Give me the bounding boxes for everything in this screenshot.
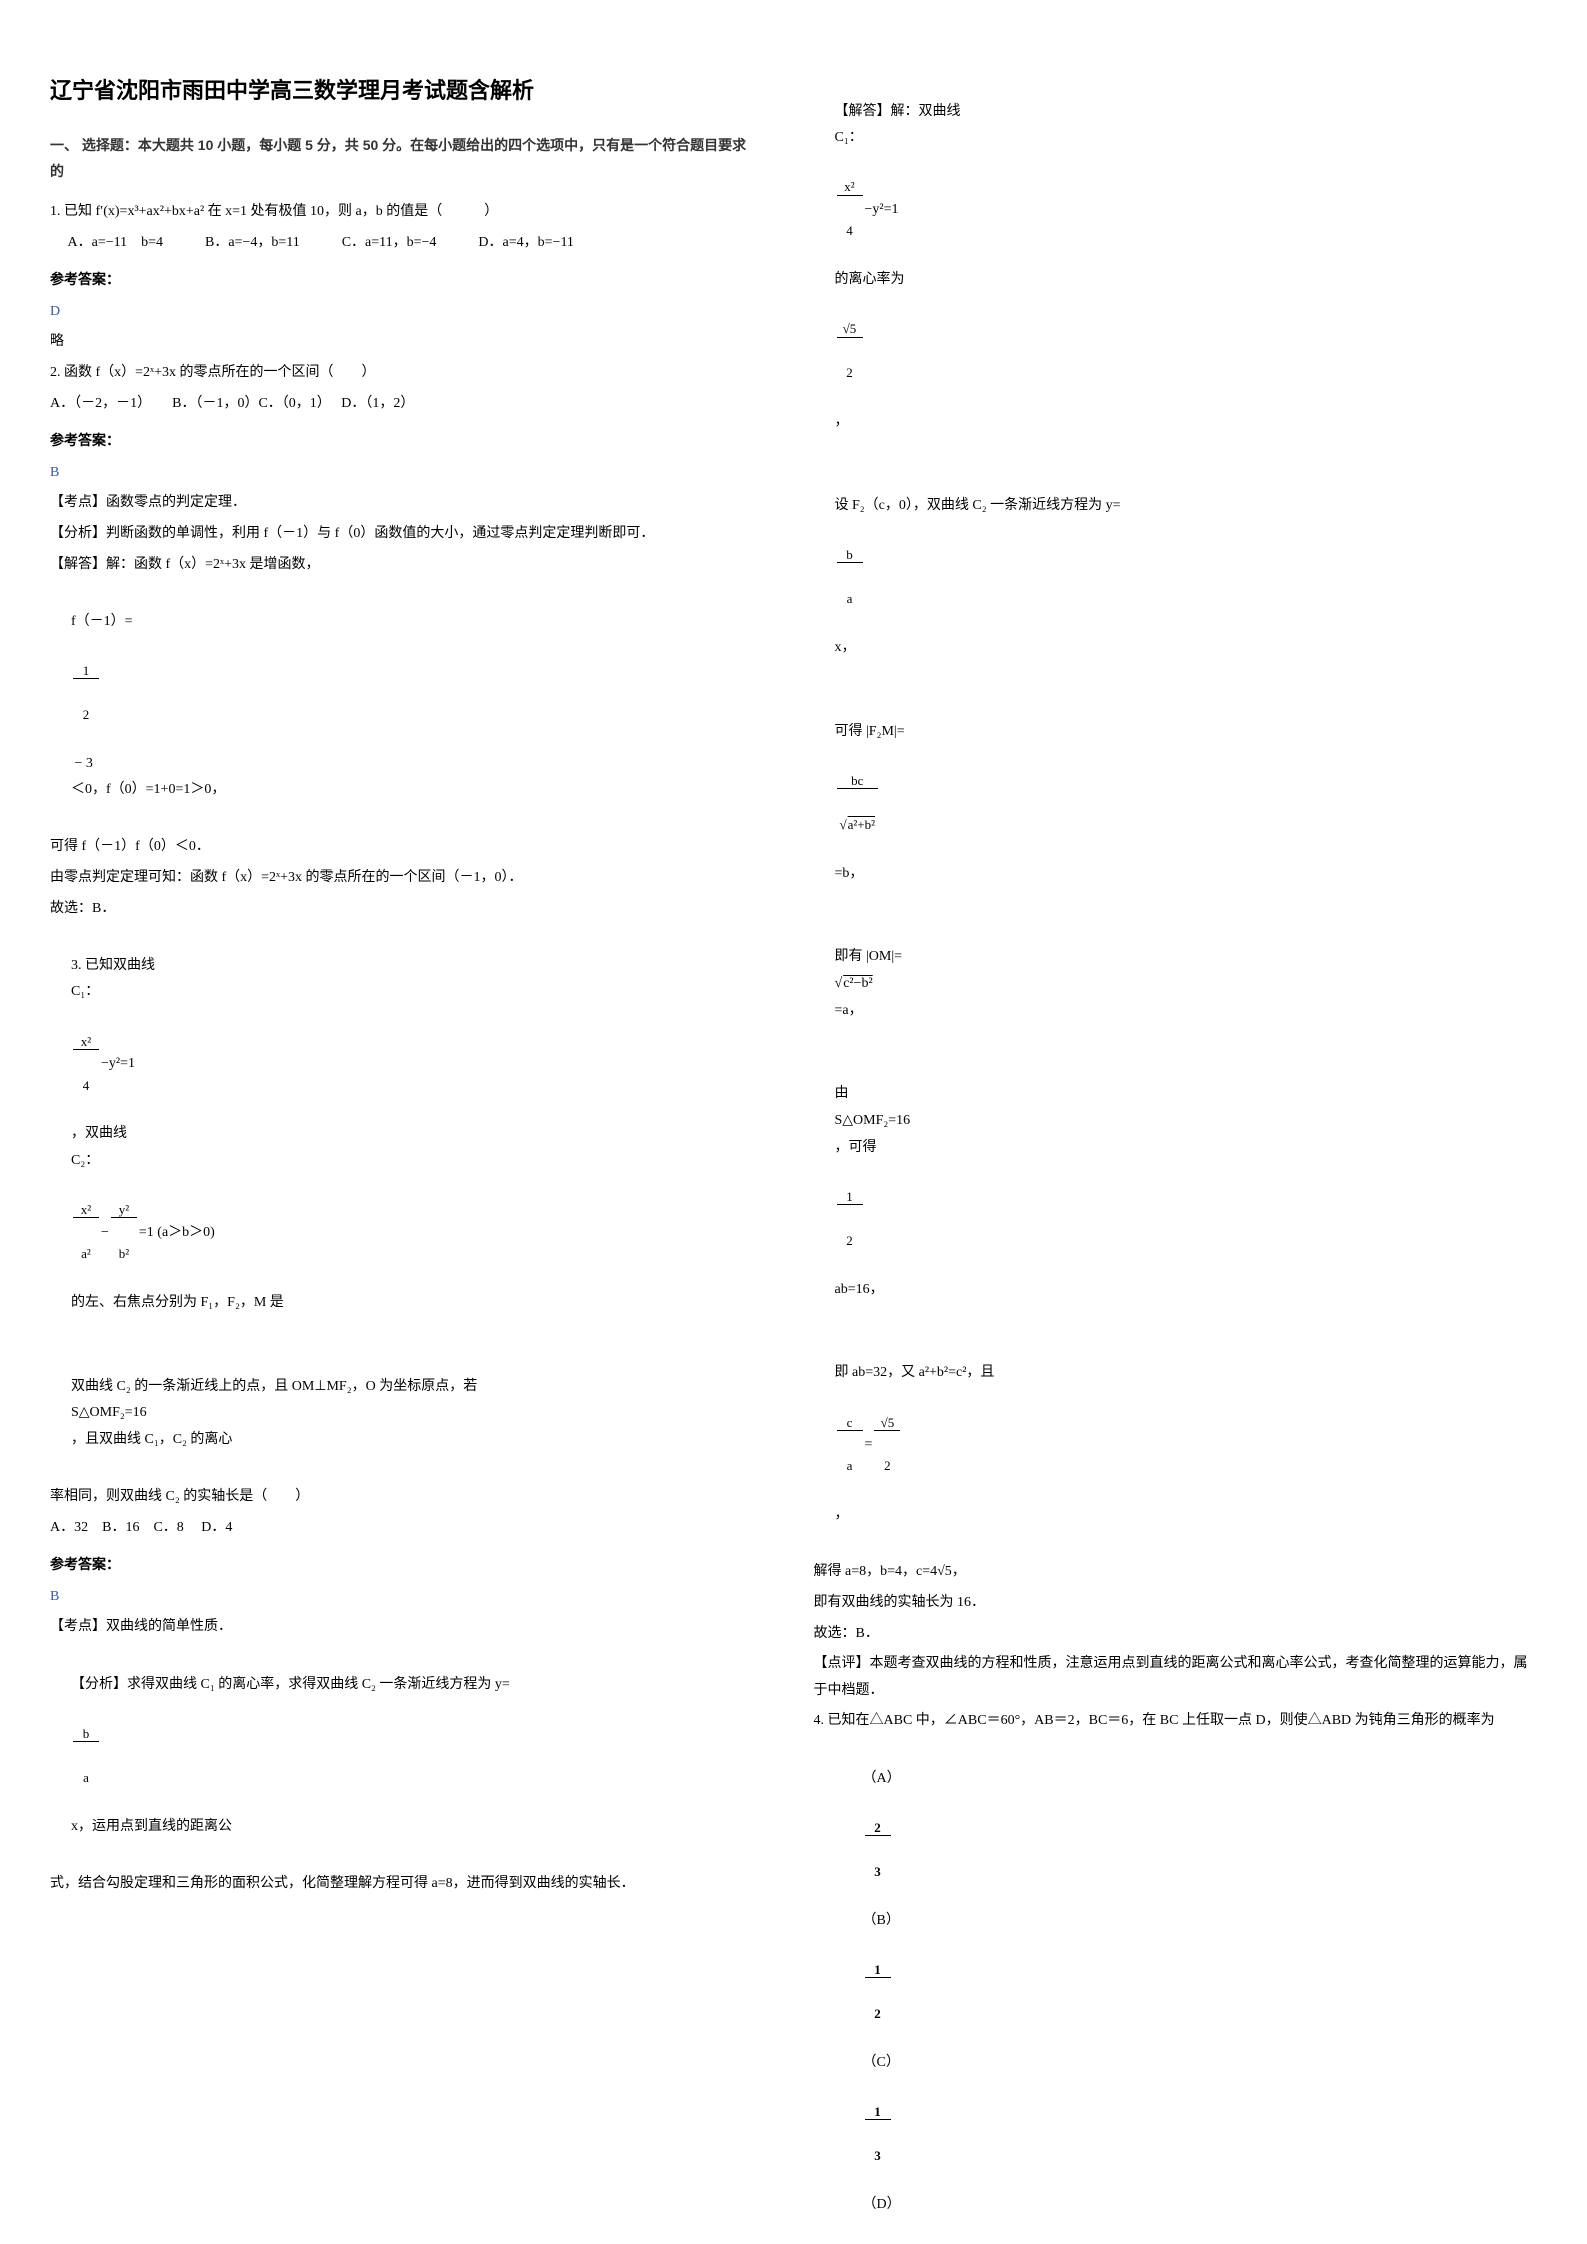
frac-c-a: c a <box>837 1387 863 1502</box>
q2-解答: 【解答】解：函数 f（x）=2ˣ+3x 是增函数， <box>50 552 754 579</box>
q2-line7: 故选：B． <box>50 896 754 923</box>
c1-label2: C₁： <box>835 130 863 145</box>
q3-line2: 双曲线 C₂ 的一条渐近线上的点，且 OM⊥MF₂，O 为坐标原点，若 S△OM… <box>50 1347 754 1480</box>
r-line9: 故选：B． <box>814 1621 1538 1648</box>
x2-over-4-b: x² 4 <box>837 152 863 267</box>
sqrt5-over-2-b: √5 2 <box>874 1387 900 1502</box>
r-line5: 由 S△OMF₂=16 ，可得 1 2 ab=16， <box>814 1055 1538 1330</box>
q2-options: A．（－2，－1） B．（－1，0）C．（0，1） D．（1，2） <box>50 391 754 418</box>
text: 的左、右焦点分别为 F₁，F₂，M 是 <box>71 1295 284 1310</box>
frac-1-2: 1 2 <box>73 635 99 750</box>
q3-考点: 【考点】双曲线的简单性质． <box>50 1614 754 1641</box>
text: 3. 已知双曲线 <box>71 958 155 973</box>
text: ，且双曲线 C₁，C₂ 的离心 <box>71 1432 232 1447</box>
frac-1-3: 1 3 <box>865 2076 891 2191</box>
q3-line3: 率相同，则双曲线 C₂ 的实轴长是（ ） <box>50 1484 754 1511</box>
r-点评: 【点评】本题考查双曲线的方程和性质，注意运用点到直线的距离公式和离心率公式，考查… <box>814 1651 1538 1704</box>
text: =b， <box>835 866 864 881</box>
x2-over-4: x² 4 <box>73 1006 99 1121</box>
optB-label: （B） <box>863 1913 900 1928</box>
q4-options: （A） 2 3 （B） 1 2 （C） 1 3 （D） 1 6 <box>842 1739 1538 2244</box>
text: x，运用点到直线的距离公 <box>71 1819 232 1834</box>
text: ， <box>835 414 849 429</box>
r-line7: 解得 a=8，b=4，c=4√5， <box>814 1559 1538 1586</box>
optD-label: （D） <box>863 2197 901 2212</box>
q2-ans-label: 参考答案： <box>50 427 754 454</box>
q2-line6: 由零点判定定理可知：函数 f（x）=2ˣ+3x 的零点所在的一个区间（－1，0）… <box>50 865 754 892</box>
r-line6: 即 ab=32，又 a²+b²=c²，且 c a = √5 2 ， <box>814 1334 1538 1556</box>
q1-options: A．a=−11 b=4 B．a=−4，b=11 C．a=11，b=−4 D．a=… <box>50 230 754 257</box>
q1-ans-label: 参考答案： <box>50 266 754 293</box>
text: ，双曲线 <box>71 1126 127 1141</box>
q3-ans-letter: B <box>50 1584 754 1611</box>
minus3: − 3 <box>71 756 93 771</box>
q1-ans-letter: D <box>50 299 754 326</box>
optC-label: （C） <box>863 2055 900 2070</box>
text: 【分析】求得双曲线 C₁ 的离心率，求得双曲线 C₂ 一条渐近线方程为 y= <box>71 1677 510 1692</box>
text: ， <box>835 1507 849 1522</box>
r-解答: 【解答】解：双曲线 C₁： x² 4 −y²=1 的离心率为 √5 2 ， <box>814 72 1538 462</box>
q2-分析: 【分析】判断函数的单调性，利用 f（－1）与 f（0）函数值的大小，通过零点判定… <box>50 521 754 548</box>
text: 【解答】解：双曲线 <box>835 104 961 119</box>
x2-over-a2: x² a² <box>73 1175 99 1290</box>
frac-1-6: 1 6 <box>865 2218 891 2244</box>
q3-options: A．32 B．16 C．8 D．4 <box>50 1515 754 1542</box>
q4-stem: 4. 已知在△ABC 中，∠ABC＝60°，AB＝2，BC＝6，在 BC 上任取… <box>814 1708 1538 1735</box>
q2-stem: 2. 函数 f（x）=2ˣ+3x 的零点所在的一个区间（ ） <box>50 360 754 387</box>
r-line3: 可得 |F₂M|= bc √a²+b² =b， <box>814 692 1538 914</box>
q1-ans-略: 略 <box>50 329 754 356</box>
text: f（－1）= <box>71 614 133 629</box>
page-title: 辽宁省沈阳市雨田中学高三数学理月考试题含解析 <box>50 70 754 112</box>
y2-over-b2: y² b² <box>111 1175 137 1290</box>
r-line4: 即有 |OM|= √c²−b² =a， <box>814 918 1538 1051</box>
q3-stem: 3. 已知双曲线 C₁： x² 4 −y²=1 ，双曲线 C₂： x² a² −… <box>50 926 754 1343</box>
text: 可得 |F₂M|= <box>835 724 905 739</box>
text: 设 F₂（c，0），双曲线 C₂ 一条渐近线方程为 y= <box>835 498 1121 513</box>
sqrt5-over-2: √5 2 <box>837 294 863 409</box>
frac-bc-sqrt: bc √a²+b² <box>837 745 879 860</box>
c1-label: C₁： <box>71 984 99 999</box>
optA-label: （A） <box>863 1771 901 1786</box>
q2-ans-letter: B <box>50 460 754 487</box>
q3-分析: 【分析】求得双曲线 C₁ 的离心率，求得双曲线 C₂ 一条渐近线方程为 y= b… <box>50 1645 754 1867</box>
r-line8: 即有双曲线的实轴长为 16． <box>814 1590 1538 1617</box>
frac-2-3: 2 3 <box>865 1792 891 1907</box>
q2-考点: 【考点】函数零点的判定定理． <box>50 490 754 517</box>
c2-label: C₂： <box>71 1153 99 1168</box>
text: =a， <box>835 1003 863 1018</box>
text: 双曲线 C₂ 的一条渐近线上的点，且 OM⊥MF₂，O 为坐标原点，若 <box>71 1379 477 1394</box>
q2-f-minus1: f（－1）= 1 2 − 3 ＜0，f（0）=1+0=1＞0， <box>50 582 754 830</box>
text: ab=16， <box>835 1282 884 1297</box>
frac-1-2-opt: 1 2 <box>865 1934 891 2049</box>
section1-heading: 一、 选择题：本大题共 10 小题，每小题 5 分，共 50 分。在每小题给出的… <box>50 132 754 185</box>
q1-stem: 1. 已知 f′(x)=x³+ax²+bx+a² 在 x=1 处有极值 10，则… <box>50 199 754 226</box>
text: x， <box>835 640 856 655</box>
frac-b-a: b a <box>73 1698 99 1813</box>
text: 即有 |OM|= <box>835 949 903 964</box>
text: ＜0，f（0）=1+0=1＞0， <box>71 782 225 797</box>
s-omf2-16-b: S△OMF₂=16 <box>835 1113 911 1128</box>
r-line2: 设 F₂（c，0），双曲线 C₂ 一条渐近线方程为 y= b a x， <box>814 466 1538 688</box>
q2-line5: 可得 f（－1）f（0）＜0． <box>50 834 754 861</box>
frac-1-2-b: 1 2 <box>837 1161 863 1276</box>
text: ，可得 <box>835 1140 877 1155</box>
text: 由 <box>835 1086 849 1101</box>
text: 即 ab=32，又 a²+b²=c²，且 <box>835 1365 995 1380</box>
q3-分析2: 式，结合勾股定理和三角形的面积公式，化简整理解方程可得 a=8，进而得到双曲线的… <box>50 1871 754 1898</box>
text: 的离心率为 <box>835 272 905 287</box>
s-omf2-16: S△OMF₂=16 <box>71 1405 147 1420</box>
q3-ans-label: 参考答案： <box>50 1551 754 1578</box>
frac-b-a-2: b a <box>837 520 863 635</box>
